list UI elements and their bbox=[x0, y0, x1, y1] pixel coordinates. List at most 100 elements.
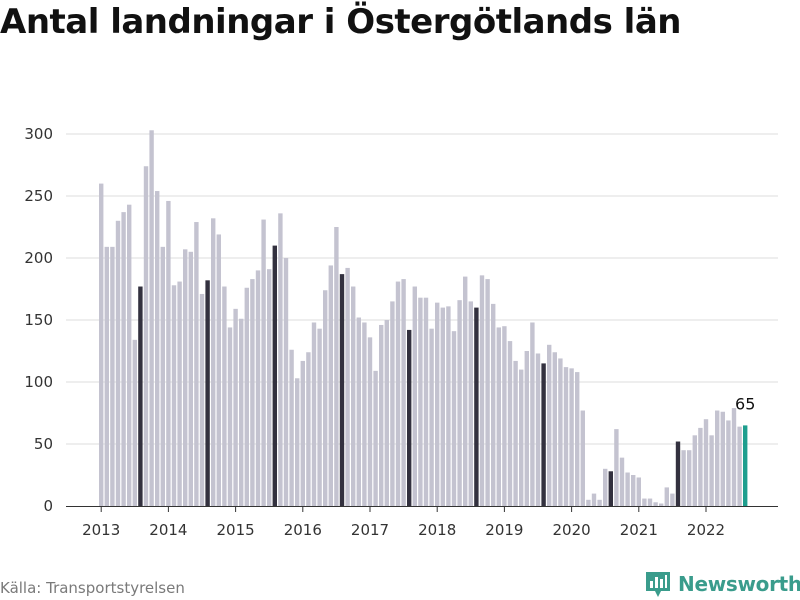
x-tick-label: 2017 bbox=[351, 521, 389, 539]
bar-2015-01 bbox=[233, 308, 238, 506]
bar-2017-07 bbox=[401, 279, 406, 506]
bar-2022-05 bbox=[726, 420, 731, 506]
axes: 0 50 100 150 200 250 300 65 2013 2014 2015 2016 2017… bbox=[24, 125, 778, 539]
bar-2021-11 bbox=[692, 435, 697, 506]
bar-2017-10 bbox=[418, 297, 423, 506]
bar-2019-12 bbox=[563, 367, 569, 506]
x-tick-label: 2020 bbox=[553, 521, 591, 539]
bar-2020-09 bbox=[614, 429, 619, 506]
bar-2016-09 bbox=[345, 267, 350, 506]
bar-2021-06 bbox=[664, 487, 669, 506]
bar-2020-02 bbox=[575, 372, 580, 506]
bar-2022-02 bbox=[709, 435, 714, 506]
bar-2020-06 bbox=[597, 499, 602, 506]
bar-2016-11 bbox=[356, 317, 361, 506]
y-tick-label: 100 bbox=[24, 373, 53, 391]
bar-2019-07 bbox=[535, 353, 541, 506]
bar-2017-01 bbox=[367, 337, 373, 506]
bar-2020-10 bbox=[619, 457, 625, 506]
bar-2015-12 bbox=[295, 378, 300, 506]
bar-2019-06 bbox=[530, 322, 535, 506]
bar-2015-08 bbox=[272, 245, 277, 506]
bar-2018-07 bbox=[468, 301, 473, 506]
bar-2014-02 bbox=[171, 285, 177, 506]
bar-2020-08 bbox=[608, 471, 613, 506]
bar-2013-04 bbox=[115, 220, 121, 507]
bar-2016-10 bbox=[351, 286, 356, 506]
bar-2019-03 bbox=[513, 360, 518, 506]
bar-2014-07 bbox=[199, 293, 205, 506]
bar-2019-08 bbox=[541, 363, 546, 506]
bar-2016-02 bbox=[306, 352, 311, 506]
bar-2014-09 bbox=[211, 218, 216, 506]
bar-2017-11 bbox=[423, 297, 429, 506]
bar-2014-03 bbox=[177, 281, 182, 506]
x-tick-label: 2018 bbox=[418, 521, 456, 539]
bar-2021-03 bbox=[647, 498, 653, 506]
bar-2014-11 bbox=[222, 286, 227, 506]
bar-2013-02 bbox=[104, 246, 109, 506]
bar-2014-05 bbox=[188, 251, 193, 506]
bar-2022-03 bbox=[715, 410, 720, 506]
bar-2015-02 bbox=[239, 318, 244, 506]
bar-2019-10 bbox=[552, 352, 557, 506]
bar-2020-05 bbox=[591, 493, 597, 506]
bar-2014-04 bbox=[183, 249, 188, 506]
bar-2018-10 bbox=[485, 279, 490, 506]
bar-2014-08 bbox=[205, 280, 210, 506]
bar-2019-02 bbox=[507, 341, 513, 506]
bar-2022-07 bbox=[737, 426, 742, 506]
bar-2013-07 bbox=[132, 339, 137, 506]
bar-2019-04 bbox=[519, 369, 524, 506]
bar-2016-04 bbox=[317, 328, 322, 506]
bar-2015-10 bbox=[283, 258, 289, 506]
bar-2020-03 bbox=[580, 410, 585, 506]
y-tick-label: 0 bbox=[43, 497, 53, 515]
bar-2022-04 bbox=[720, 411, 725, 506]
bar-2015-11 bbox=[289, 349, 294, 506]
bar-2013-03 bbox=[110, 246, 115, 506]
bar-2018-08 bbox=[474, 307, 479, 506]
bar-2018-09 bbox=[479, 275, 485, 506]
bar-2020-01 bbox=[569, 368, 574, 506]
newsworthy-logo-icon bbox=[646, 572, 670, 597]
last-value-label: 65 bbox=[735, 394, 755, 413]
bar-2015-05 bbox=[255, 270, 261, 506]
bar-2020-07 bbox=[603, 468, 608, 506]
y-tick-label: 200 bbox=[24, 249, 53, 267]
bar-2022-08 bbox=[743, 425, 748, 506]
bar-2018-02 bbox=[440, 307, 445, 506]
bar-2018-04 bbox=[451, 331, 457, 506]
bar-2018-01 bbox=[435, 302, 440, 506]
bar-2018-06 bbox=[463, 276, 468, 506]
x-tick-label: 2015 bbox=[217, 521, 255, 539]
bar-2013-05 bbox=[121, 212, 126, 506]
bar-2017-02 bbox=[373, 370, 378, 506]
bars bbox=[99, 130, 748, 507]
bar-2013-12 bbox=[160, 246, 165, 506]
bar-2013-09 bbox=[143, 166, 149, 507]
bar-2014-12 bbox=[227, 327, 233, 506]
bar-2021-07 bbox=[670, 493, 675, 506]
bar-2021-05 bbox=[659, 503, 664, 506]
y-tick-label: 250 bbox=[24, 187, 53, 205]
bar-2018-03 bbox=[446, 306, 451, 506]
bar-2019-05 bbox=[524, 351, 529, 506]
y-tick-label: 50 bbox=[34, 435, 53, 453]
bar-2017-06 bbox=[395, 281, 401, 506]
brand-name: Newsworthy bbox=[678, 572, 800, 596]
source-note: Källa: Transportstyrelsen bbox=[0, 579, 185, 597]
x-tick-label: 2013 bbox=[82, 521, 120, 539]
bar-2019-01 bbox=[502, 326, 507, 506]
bar-2013-06 bbox=[127, 204, 132, 506]
bar-2016-08 bbox=[339, 274, 345, 506]
bar-2020-12 bbox=[631, 475, 636, 506]
bar-2017-09 bbox=[412, 286, 417, 506]
bar-2019-09 bbox=[547, 344, 552, 506]
bar-2017-12 bbox=[429, 328, 434, 506]
bar-2015-09 bbox=[278, 213, 283, 507]
bar-2014-10 bbox=[216, 234, 221, 506]
bar-2017-03 bbox=[379, 324, 384, 506]
bar-2013-10 bbox=[149, 130, 154, 506]
bar-2021-04 bbox=[653, 502, 658, 506]
